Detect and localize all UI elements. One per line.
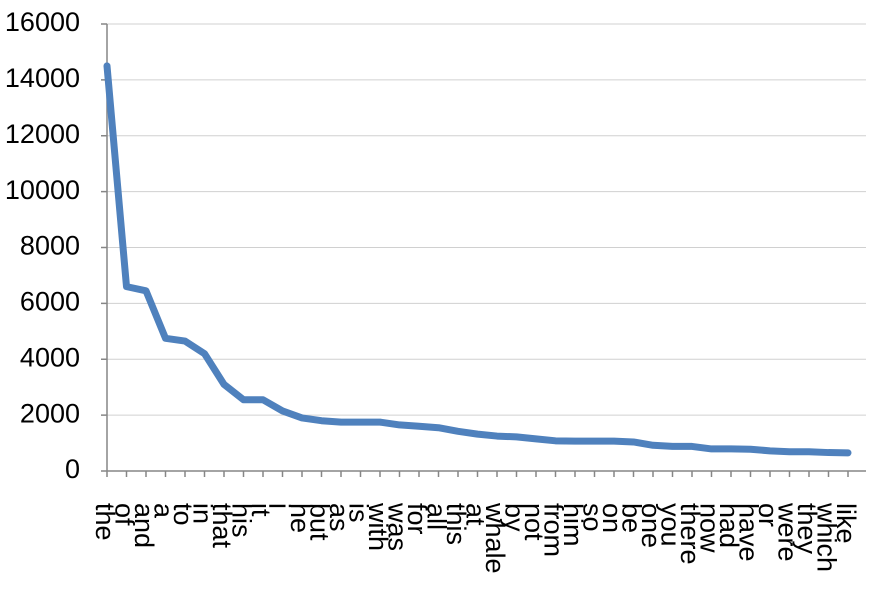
x-tick-label: have [733,503,763,562]
x-tick-label: all [421,503,451,530]
x-tick-label: on [597,503,627,533]
x-tick-label: as [324,503,354,532]
y-tick-label: 10000 [5,175,80,205]
x-tick-label: for [402,503,432,535]
x-tick-label: that [207,503,237,549]
x-tick-label: a [148,503,178,519]
x-tick-label: this [441,503,471,545]
data-line [103,62,852,457]
x-tick-label: one [636,503,666,548]
y-tick-label: 12000 [5,119,80,149]
x-tick-label: you [655,503,685,547]
x-tick-label: i [265,503,295,509]
x-tick-label: from [538,503,568,557]
y-tick-label: 16000 [5,7,80,37]
x-tick-label: it [246,503,276,517]
y-tick-label: 6000 [20,287,80,317]
x-tick-label: they [792,503,822,555]
x-tick-label: or [753,503,783,527]
x-tick-label: the [90,503,120,541]
x-tick-label: to [168,503,198,526]
y-tick-label: 0 [65,454,80,484]
x-tick-label: with [363,502,393,551]
x-tick-label: his [226,503,256,538]
x-tick-label: had [714,503,744,548]
x-tick-label: and [129,503,159,548]
x-tick-label: at [460,503,490,526]
x-tick-label: not [519,503,549,541]
x-tick-label: is [343,503,373,523]
x-tick-label: were [772,502,802,562]
x-tick-label: by [499,503,529,532]
x-tick-label: whale [480,502,510,574]
x-tick-label: which [811,502,841,572]
x-tick-label: there [675,503,705,565]
y-tick-label: 8000 [20,231,80,261]
x-tick-label: so [577,503,607,532]
x-tick-label: but [304,503,334,541]
x-tick-label: in [187,503,217,524]
x-tick-label: be [616,503,646,533]
y-tick-label: 2000 [20,398,80,428]
x-tick-label: now [694,503,724,553]
x-tick-label: like [831,503,861,544]
x-tick-label: him [558,503,588,547]
x-tick-label: he [285,503,315,533]
x-tick-label: was [382,502,412,551]
y-tick-label: 14000 [5,63,80,93]
y-tick-label: 4000 [20,342,80,372]
x-tick-label: of [109,503,139,526]
